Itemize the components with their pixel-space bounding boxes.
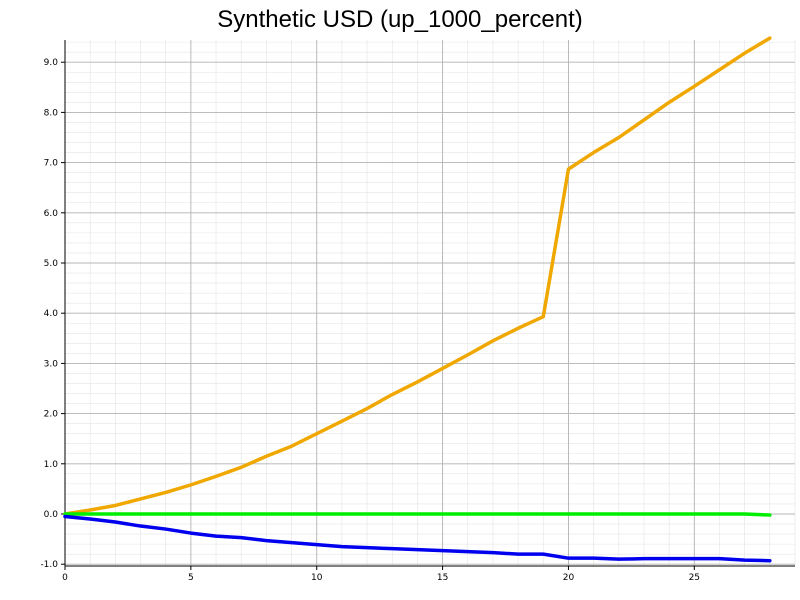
y-tick-label: 7.0 bbox=[44, 159, 59, 169]
chart-title: Synthetic USD (up_1000_percent) bbox=[217, 6, 583, 33]
y-tick-label: 0.0 bbox=[44, 510, 59, 520]
x-tick-label: 5 bbox=[188, 573, 194, 583]
y-tick-label: 6.0 bbox=[44, 209, 59, 219]
x-tick-label: 15 bbox=[437, 573, 448, 583]
series-line-1 bbox=[63, 36, 772, 516]
x-tick-label: 0 bbox=[62, 573, 68, 583]
y-tick-label: 2.0 bbox=[44, 410, 59, 420]
y-tick-label: -1.0 bbox=[40, 560, 58, 570]
y-tick-label: 4.0 bbox=[44, 309, 59, 319]
x-tick-label: 20 bbox=[563, 573, 575, 583]
y-tick-label: 8.0 bbox=[44, 108, 59, 118]
y-tick-label: 9.0 bbox=[44, 58, 59, 68]
series-line-2 bbox=[63, 512, 772, 517]
x-tick-label: 25 bbox=[689, 573, 700, 583]
y-tick-label: 1.0 bbox=[44, 460, 59, 470]
y-tick-label: 5.0 bbox=[44, 259, 59, 269]
series-line-3 bbox=[63, 514, 772, 563]
y-tick-label: 3.0 bbox=[44, 359, 59, 369]
x-tick-label: 10 bbox=[311, 573, 323, 583]
